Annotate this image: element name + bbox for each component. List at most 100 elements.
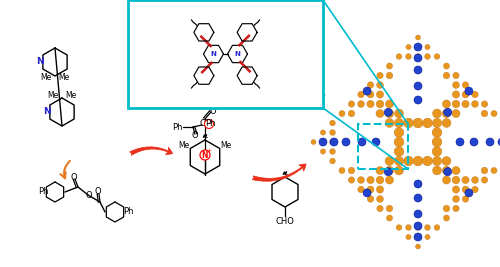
Circle shape: [432, 166, 442, 175]
Bar: [128, 0, 323, 108]
Circle shape: [414, 82, 422, 90]
Circle shape: [486, 138, 494, 146]
Text: O: O: [192, 131, 198, 139]
Circle shape: [472, 101, 478, 107]
Text: O: O: [94, 187, 102, 197]
FancyArrowPatch shape: [60, 161, 70, 178]
Circle shape: [384, 108, 392, 116]
Circle shape: [394, 166, 404, 175]
Circle shape: [491, 111, 497, 117]
Circle shape: [416, 244, 420, 249]
Text: N: N: [202, 151, 208, 159]
Circle shape: [422, 156, 432, 166]
Text: Me: Me: [58, 73, 70, 83]
Circle shape: [385, 156, 394, 166]
Circle shape: [363, 87, 371, 95]
Circle shape: [386, 215, 392, 221]
Circle shape: [348, 177, 354, 183]
Circle shape: [394, 147, 404, 156]
Circle shape: [394, 156, 404, 166]
Text: O: O: [86, 191, 92, 201]
Circle shape: [465, 189, 473, 197]
Circle shape: [416, 234, 420, 240]
Circle shape: [415, 54, 421, 60]
Circle shape: [422, 118, 432, 128]
Circle shape: [348, 110, 355, 117]
Circle shape: [432, 118, 442, 128]
Circle shape: [432, 128, 442, 137]
Circle shape: [394, 128, 404, 137]
Circle shape: [394, 137, 404, 147]
Circle shape: [413, 118, 423, 128]
Circle shape: [472, 91, 478, 98]
Circle shape: [358, 138, 366, 146]
Circle shape: [396, 225, 402, 230]
Circle shape: [472, 176, 478, 183]
Circle shape: [425, 234, 430, 240]
Circle shape: [462, 91, 469, 98]
Circle shape: [363, 189, 371, 197]
Circle shape: [453, 72, 459, 79]
Circle shape: [348, 101, 354, 107]
Text: Ph: Ph: [123, 207, 133, 217]
Circle shape: [444, 63, 450, 69]
Circle shape: [319, 138, 327, 146]
Circle shape: [452, 195, 460, 202]
Circle shape: [442, 109, 451, 118]
Circle shape: [482, 101, 488, 107]
Circle shape: [358, 176, 364, 183]
Circle shape: [443, 72, 450, 79]
Text: N: N: [234, 51, 240, 57]
Circle shape: [404, 118, 413, 128]
Circle shape: [465, 87, 473, 95]
Circle shape: [414, 194, 422, 202]
Text: Me: Me: [48, 92, 58, 100]
Circle shape: [452, 109, 460, 117]
Circle shape: [386, 100, 394, 108]
Circle shape: [462, 196, 469, 202]
Circle shape: [414, 66, 422, 74]
Circle shape: [416, 35, 420, 40]
Text: Ph: Ph: [38, 187, 48, 195]
Circle shape: [452, 91, 460, 98]
Text: N: N: [36, 57, 44, 66]
Circle shape: [376, 100, 384, 108]
Circle shape: [452, 186, 460, 193]
Circle shape: [385, 119, 394, 127]
Circle shape: [491, 167, 497, 174]
Circle shape: [376, 166, 384, 175]
Circle shape: [386, 72, 393, 79]
Circle shape: [320, 130, 326, 135]
Circle shape: [330, 158, 336, 164]
Circle shape: [442, 156, 451, 166]
Circle shape: [432, 137, 442, 147]
Circle shape: [481, 110, 488, 117]
Text: Ph: Ph: [172, 123, 182, 132]
Circle shape: [367, 91, 374, 98]
Circle shape: [415, 225, 421, 230]
Circle shape: [406, 54, 411, 60]
Circle shape: [358, 91, 364, 98]
Circle shape: [416, 44, 420, 50]
Circle shape: [376, 186, 384, 193]
Circle shape: [462, 176, 469, 184]
Circle shape: [414, 43, 422, 51]
Circle shape: [367, 82, 374, 88]
Circle shape: [376, 81, 384, 88]
Circle shape: [444, 168, 452, 176]
Circle shape: [385, 109, 394, 118]
Circle shape: [339, 167, 345, 174]
Circle shape: [442, 100, 450, 108]
Circle shape: [394, 118, 404, 128]
Circle shape: [413, 156, 423, 166]
Bar: [358, 124, 408, 169]
Circle shape: [330, 139, 336, 145]
Circle shape: [456, 138, 464, 146]
Text: Me: Me: [66, 92, 76, 100]
Circle shape: [377, 72, 383, 79]
Circle shape: [376, 91, 384, 98]
Circle shape: [406, 234, 411, 240]
Circle shape: [200, 150, 210, 160]
Circle shape: [330, 129, 336, 135]
Text: +: +: [206, 148, 212, 154]
